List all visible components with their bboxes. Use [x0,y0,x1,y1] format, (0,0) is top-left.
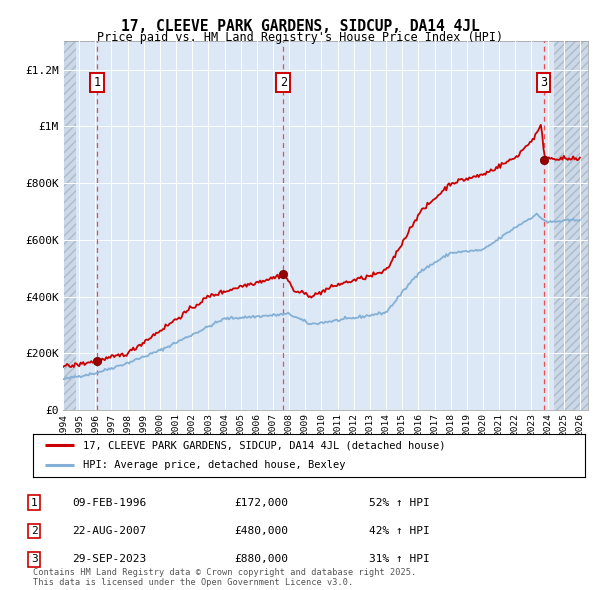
Text: 31% ↑ HPI: 31% ↑ HPI [369,555,430,564]
Text: 1: 1 [94,76,101,89]
Text: 1: 1 [31,498,38,507]
Text: £480,000: £480,000 [234,526,288,536]
Text: £880,000: £880,000 [234,555,288,564]
Text: 17, CLEEVE PARK GARDENS, SIDCUP, DA14 4JL (detached house): 17, CLEEVE PARK GARDENS, SIDCUP, DA14 4J… [83,440,445,450]
Text: 3: 3 [540,76,547,89]
Text: Price paid vs. HM Land Registry's House Price Index (HPI): Price paid vs. HM Land Registry's House … [97,31,503,44]
Text: 42% ↑ HPI: 42% ↑ HPI [369,526,430,536]
Text: 29-SEP-2023: 29-SEP-2023 [72,555,146,564]
Text: 17, CLEEVE PARK GARDENS, SIDCUP, DA14 4JL: 17, CLEEVE PARK GARDENS, SIDCUP, DA14 4J… [121,19,479,34]
Text: 3: 3 [31,555,38,564]
Bar [554,41,588,410]
Bar [63,41,76,410]
Text: 09-FEB-1996: 09-FEB-1996 [72,498,146,507]
Text: Contains HM Land Registry data © Crown copyright and database right 2025.
This d: Contains HM Land Registry data © Crown c… [33,568,416,587]
Text: 22-AUG-2007: 22-AUG-2007 [72,526,146,536]
Text: 2: 2 [280,76,287,89]
Text: 52% ↑ HPI: 52% ↑ HPI [369,498,430,507]
Text: £172,000: £172,000 [234,498,288,507]
Text: HPI: Average price, detached house, Bexley: HPI: Average price, detached house, Bexl… [83,460,345,470]
Text: 2: 2 [31,526,38,536]
